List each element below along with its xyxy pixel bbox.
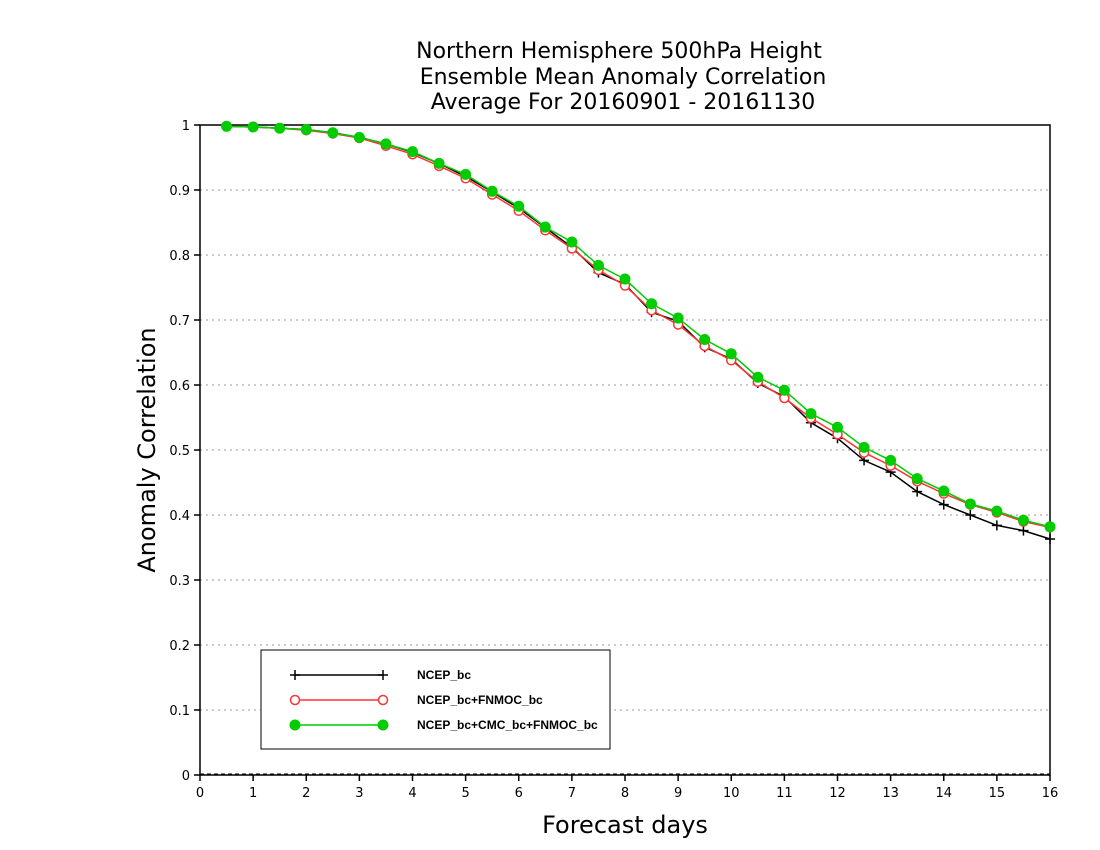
data-point <box>646 298 658 310</box>
y-tick-label: 1 <box>182 119 190 134</box>
x-tick-label: 12 <box>829 786 846 801</box>
legend-entry: NCEP_bc <box>290 668 471 682</box>
x-axis-label: Forecast days <box>542 811 708 839</box>
legend-label: NCEP_bc+FNMOC_bc <box>417 693 543 707</box>
data-point <box>725 348 737 360</box>
legend-marker <box>289 694 301 706</box>
data-point <box>274 122 286 134</box>
data-point <box>1044 521 1056 533</box>
x-tick-label: 14 <box>935 786 952 801</box>
x-tick-label: 5 <box>461 786 469 801</box>
series-line <box>226 125 1051 529</box>
x-tick-label: 13 <box>882 786 899 801</box>
x-tick-label: 4 <box>408 786 416 801</box>
gridlines <box>200 189 1050 775</box>
x-tick-label: 11 <box>776 786 793 801</box>
y-tick-label: 0.9 <box>169 184 190 199</box>
x-tick-label: 8 <box>621 786 629 801</box>
x-tick-label: 10 <box>723 786 740 801</box>
data-point <box>911 473 923 485</box>
x-tick-label: 16 <box>1042 786 1059 801</box>
legend-marker <box>290 670 300 680</box>
y-tick-label: 0.5 <box>169 444 190 459</box>
data-point <box>380 138 392 150</box>
legend-entry: NCEP_bc+CMC_bc+FNMOC_bc <box>289 718 598 732</box>
legend-label: NCEP_bc+CMC_bc+FNMOC_bc <box>417 718 598 732</box>
x-tick-label: 3 <box>355 786 363 801</box>
data-point <box>460 168 472 180</box>
y-tick-label: 0 <box>182 769 190 784</box>
title-line-1: Northern Hemisphere 500hPa Height <box>416 39 822 64</box>
y-tick-label: 0.2 <box>169 639 190 654</box>
data-point <box>805 408 817 420</box>
data-point <box>433 157 445 169</box>
y-tick-label: 0.3 <box>169 574 190 589</box>
data-point <box>991 505 1003 517</box>
series-1 <box>221 121 1055 545</box>
data-point <box>353 131 365 143</box>
data-point <box>699 334 711 345</box>
y-axis-label: Anomaly Correlation <box>133 327 161 572</box>
data-point <box>300 124 312 136</box>
x-tick-label: 6 <box>515 786 523 801</box>
x-tick-label: 0 <box>196 786 204 801</box>
data-point <box>566 236 578 248</box>
x-tick-label: 1 <box>249 786 257 801</box>
data-point <box>885 454 897 466</box>
data-point <box>221 120 233 132</box>
x-tick-label: 15 <box>989 786 1006 801</box>
data-point <box>486 185 498 197</box>
y-tick-label: 0.7 <box>169 314 190 329</box>
data-point <box>938 499 949 510</box>
data-point <box>1045 534 1055 545</box>
data-point <box>247 121 259 133</box>
data-point <box>832 421 843 433</box>
chart-title: Northern Hemisphere 500hPa Height Ensemb… <box>416 39 826 115</box>
series-layer <box>221 120 1056 545</box>
legend-marker <box>289 719 301 731</box>
data-point <box>778 384 790 396</box>
legend-marker <box>377 719 389 731</box>
y-tick-label: 0.4 <box>169 509 190 524</box>
data-point <box>938 485 950 497</box>
data-point <box>407 146 418 158</box>
data-point <box>858 441 870 453</box>
data-point <box>327 127 339 139</box>
data-point <box>752 371 764 383</box>
y-tick-label: 0.1 <box>169 704 190 719</box>
x-tick-label: 2 <box>302 786 310 801</box>
series-line <box>226 125 1051 540</box>
data-point <box>965 510 976 520</box>
data-point <box>672 312 684 324</box>
legend-entry: NCEP_bc+FNMOC_bc <box>289 693 543 707</box>
data-point <box>592 259 604 271</box>
data-point <box>1018 525 1029 536</box>
data-point <box>619 273 631 285</box>
y-tick-label: 0.8 <box>169 249 190 264</box>
data-point <box>1017 514 1029 526</box>
series-line <box>226 125 1051 528</box>
y-tick-label: 0.6 <box>169 379 190 394</box>
axis-ticks: 00.10.20.30.40.50.60.70.80.910 1 2 3 4 5 6 7 8 9 1… <box>169 119 1058 801</box>
x-tick-label: 7 <box>568 786 576 801</box>
data-point <box>513 200 525 212</box>
legend-marker <box>378 670 388 680</box>
x-tick-label: 9 <box>674 786 682 801</box>
data-point <box>539 221 551 233</box>
title-line-2: Ensemble Mean Anomaly Correlation <box>420 65 827 90</box>
series-2 <box>221 121 1056 533</box>
data-point <box>964 498 976 510</box>
legend-marker <box>377 694 389 706</box>
legend: NCEP_bc NCEP_bc+FNMOC_bc NCEP_bc+CMC_bc+FN… <box>260 649 611 750</box>
series-3 <box>221 120 1056 533</box>
data-point <box>912 486 923 497</box>
title-line-3: Average For 20160901 - 20161130 <box>431 90 816 115</box>
legend-label: NCEP_bc <box>417 668 471 682</box>
data-point <box>991 520 1002 531</box>
